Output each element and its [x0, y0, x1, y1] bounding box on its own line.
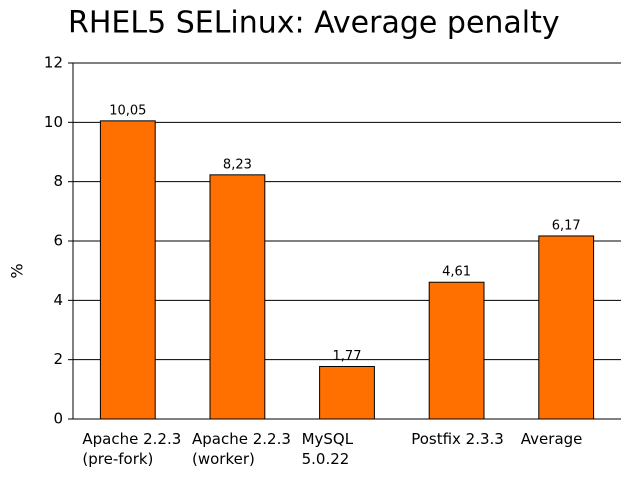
- x-tick-label: Apache 2.2.3 (worker): [192, 430, 291, 468]
- y-tick-label: 12: [44, 54, 63, 72]
- y-axis-label: %: [8, 263, 27, 278]
- value-label: 4,61: [442, 265, 471, 280]
- x-tick-label: Apache 2.2.3 (pre-fork): [82, 430, 182, 468]
- y-tick-label: 8: [53, 172, 63, 190]
- bar: [319, 365, 375, 420]
- x-tick-label: Average: [520, 430, 583, 448]
- value-label: 10,05: [109, 103, 146, 118]
- bar: [209, 174, 266, 420]
- y-tick-label: 2: [53, 350, 63, 368]
- x-tick-label: Postfix 2.3.3: [411, 430, 504, 448]
- y-tick-label: 0: [53, 410, 63, 428]
- bar: [538, 235, 595, 420]
- bar: [99, 120, 156, 420]
- bar: [428, 281, 485, 420]
- value-label: 6,17: [552, 218, 581, 233]
- value-label: 1,77: [333, 349, 362, 364]
- value-label: 8,23: [223, 157, 252, 172]
- y-tick-label: 4: [53, 291, 63, 309]
- y-tick-label: 10: [44, 113, 63, 131]
- y-tick-label: 6: [53, 232, 63, 250]
- chart-title: RHEL5 SELinux: Average penalty: [68, 6, 560, 41]
- x-tick-label: MySQL 5.0.22: [301, 430, 354, 468]
